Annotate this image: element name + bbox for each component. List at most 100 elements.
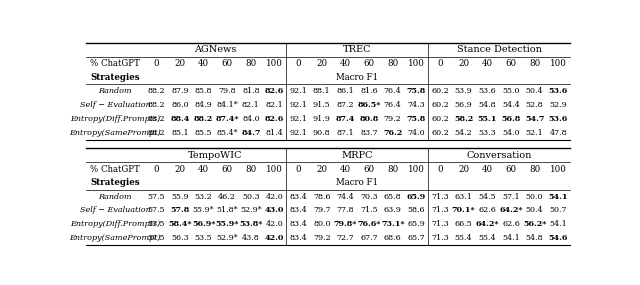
Text: 54.6: 54.6 [548,234,568,242]
Text: 92.1: 92.1 [289,87,307,95]
Text: 40: 40 [482,164,493,174]
Text: 46.2: 46.2 [218,193,236,201]
Text: 86.5*: 86.5* [357,101,381,109]
Text: 78.6: 78.6 [313,193,331,201]
Text: 54.8: 54.8 [526,234,543,242]
Text: 58.2: 58.2 [454,115,474,123]
Text: 55.9: 55.9 [171,193,189,201]
Text: 57.8: 57.8 [170,206,189,214]
Text: 55.9*: 55.9* [216,220,239,228]
Text: 55.9*: 55.9* [193,206,214,214]
Text: 92.1: 92.1 [289,115,307,123]
Text: 60: 60 [364,59,374,68]
Text: 79.8*: 79.8* [333,220,357,228]
Text: Entropy(SamePrompt): Entropy(SamePrompt) [69,234,161,242]
Text: 53.9: 53.9 [455,87,472,95]
Text: 65.9: 65.9 [407,193,426,201]
Text: 42.0: 42.0 [266,220,284,228]
Text: 47.8: 47.8 [549,129,567,137]
Text: 57.5: 57.5 [148,206,165,214]
Text: 56.8: 56.8 [501,115,520,123]
Text: 53.6: 53.6 [548,87,568,95]
Text: 74.3: 74.3 [408,101,425,109]
Text: 79.7: 79.7 [313,206,331,214]
Text: 88.2: 88.2 [194,115,213,123]
Text: 0: 0 [295,59,301,68]
Text: 81.8: 81.8 [242,87,260,95]
Text: 55.4: 55.4 [455,234,472,242]
Text: 70.3: 70.3 [360,193,378,201]
Text: 52.9: 52.9 [549,101,567,109]
Text: 50.0: 50.0 [526,193,543,201]
Text: TempoWIC: TempoWIC [188,151,243,160]
Text: 58.6: 58.6 [408,206,425,214]
Text: 92.1: 92.1 [289,101,307,109]
Text: 60.2: 60.2 [431,129,449,137]
Text: 68.6: 68.6 [384,234,402,242]
Text: 53.6: 53.6 [479,87,496,95]
Text: 86.0: 86.0 [171,101,189,109]
Text: 81.6: 81.6 [360,87,378,95]
Text: 40: 40 [198,59,209,68]
Text: 80: 80 [387,164,398,174]
Text: 83.4: 83.4 [289,193,307,201]
Text: TREC: TREC [343,45,371,54]
Text: 76.6*: 76.6* [357,220,381,228]
Text: 88.2: 88.2 [147,101,165,109]
Text: 100: 100 [266,59,283,68]
Text: 60: 60 [221,164,233,174]
Text: 0: 0 [295,164,301,174]
Text: 87.9: 87.9 [171,87,189,95]
Text: 60: 60 [221,59,233,68]
Text: 92.1: 92.1 [289,129,307,137]
Text: 87.1: 87.1 [337,129,355,137]
Text: 83.4: 83.4 [289,206,307,214]
Text: 73.1*: 73.1* [381,220,404,228]
Text: 54.7: 54.7 [525,115,544,123]
Text: 54.5: 54.5 [479,193,496,201]
Text: 85.8: 85.8 [195,87,212,95]
Text: 86.1: 86.1 [337,87,355,95]
Text: 0: 0 [437,59,443,68]
Text: 20: 20 [458,164,469,174]
Text: 81.4: 81.4 [266,129,284,137]
Text: 60.2: 60.2 [431,87,449,95]
Text: 82.6: 82.6 [265,87,284,95]
Text: 52.8: 52.8 [526,101,543,109]
Text: % ChatGPT: % ChatGPT [90,59,140,68]
Text: 54.0: 54.0 [502,129,520,137]
Text: 20: 20 [458,59,469,68]
Text: AGNews: AGNews [194,45,237,54]
Text: 55.4: 55.4 [479,234,496,242]
Text: 50.4: 50.4 [526,87,543,95]
Text: 87.4*: 87.4* [216,115,239,123]
Text: 60.2: 60.2 [431,101,449,109]
Text: 54.2: 54.2 [455,129,472,137]
Text: 42.0: 42.0 [265,234,284,242]
Text: 20: 20 [316,59,328,68]
Text: 79.8: 79.8 [218,87,236,95]
Text: 84.1*: 84.1* [216,101,238,109]
Text: 40: 40 [482,59,493,68]
Text: 20: 20 [174,59,186,68]
Text: Macro F1: Macro F1 [336,73,378,82]
Text: 40: 40 [340,164,351,174]
Text: 60: 60 [364,164,374,174]
Text: 91.9: 91.9 [313,115,331,123]
Text: 76.4: 76.4 [384,101,402,109]
Text: 80: 80 [529,59,540,68]
Text: 84.0: 84.0 [242,115,260,123]
Text: 52.1: 52.1 [525,129,543,137]
Text: 84.7: 84.7 [241,129,260,137]
Text: 74.0: 74.0 [408,129,425,137]
Text: Strategies: Strategies [90,73,140,82]
Text: 88.1: 88.1 [313,87,331,95]
Text: 71.3: 71.3 [431,193,449,201]
Text: 65.9: 65.9 [408,220,425,228]
Text: 57.5: 57.5 [148,220,165,228]
Text: 57.5: 57.5 [148,193,165,201]
Text: 64.2*: 64.2* [499,206,523,214]
Text: 85.1: 85.1 [171,129,189,137]
Text: 83.7: 83.7 [360,129,378,137]
Text: 42.0: 42.0 [266,193,284,201]
